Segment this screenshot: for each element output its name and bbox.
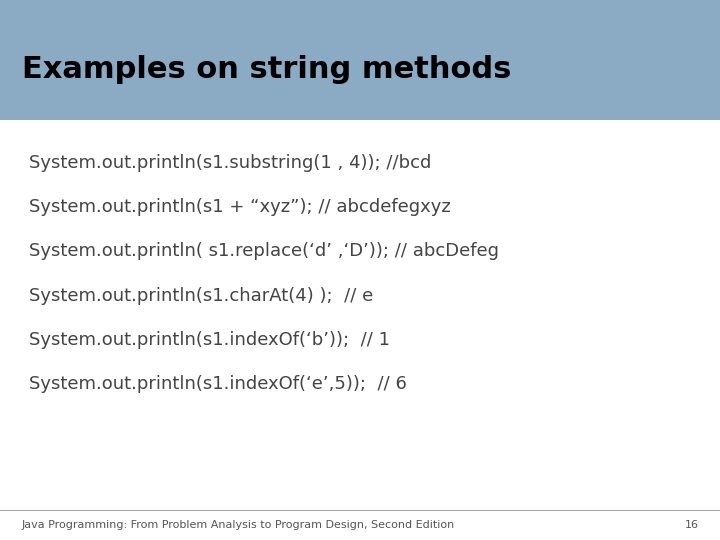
Text: System.out.println(s1.indexOf(‘e’,5));  // 6: System.out.println(s1.indexOf(‘e’,5)); /…	[29, 375, 407, 393]
Text: System.out.println(s1.charAt(4) );  // e: System.out.println(s1.charAt(4) ); // e	[29, 287, 373, 305]
Text: System.out.println(s1.indexOf(‘b’));  // 1: System.out.println(s1.indexOf(‘b’)); // …	[29, 331, 390, 349]
Text: Java Programming: From Problem Analysis to Program Design, Second Edition: Java Programming: From Problem Analysis …	[22, 520, 455, 530]
Text: System.out.println( s1.replace(‘d’ ,‘D’)); // abcDefeg: System.out.println( s1.replace(‘d’ ,‘D’)…	[29, 242, 499, 260]
Text: 16: 16	[685, 520, 698, 530]
Text: System.out.println(s1 + “xyz”); // abcdefegxyz: System.out.println(s1 + “xyz”); // abcde…	[29, 198, 451, 216]
Text: System.out.println(s1.substring(1 , 4)); //bcd: System.out.println(s1.substring(1 , 4));…	[29, 154, 431, 172]
Text: Examples on string methods: Examples on string methods	[22, 55, 511, 84]
FancyBboxPatch shape	[0, 0, 720, 120]
